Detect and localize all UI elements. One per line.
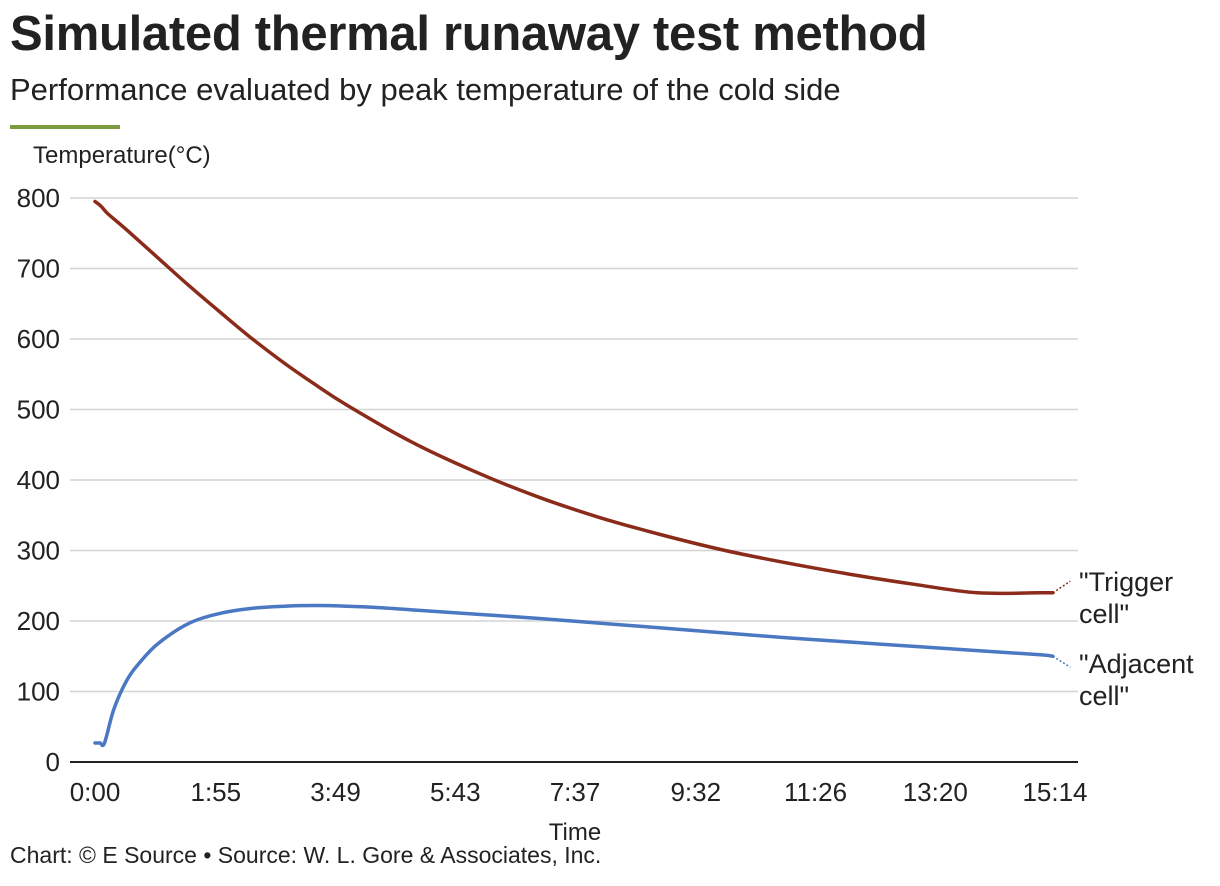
series-line-1 — [93, 603, 1055, 748]
y-tick-0: 0 — [46, 747, 60, 777]
x-tick-0: 0:00 — [70, 777, 121, 807]
series-lines — [93, 199, 1071, 748]
y-tick-700: 700 — [17, 254, 60, 284]
y-tick-300: 300 — [17, 536, 60, 566]
x-tick-5: 9:32 — [670, 777, 721, 807]
y-tick-200: 200 — [17, 606, 60, 636]
chart-subtitle: Performance evaluated by peak temperatur… — [10, 72, 841, 107]
series-labels: "Trigger cell""Adjacent cell" — [1079, 567, 1194, 711]
y-tick-labels: 0 100 200 300 400 500 600 700 800 — [17, 183, 60, 777]
series-label-1: "Adjacent cell" — [1079, 649, 1194, 711]
x-tick-2: 3:49 — [310, 777, 361, 807]
y-tick-500: 500 — [17, 395, 60, 425]
x-tick-labels: 0:00 1:55 3:49 5:43 7:37 9:32 11:26 13:20 15:14 — [70, 777, 1088, 807]
series-line-0 — [93, 199, 1055, 596]
y-tick-600: 600 — [17, 324, 60, 354]
chart-title: Simulated thermal runaway test method — [10, 7, 928, 61]
series-label-0: "Trigger cell" — [1079, 567, 1173, 629]
x-tick-3: 5:43 — [430, 777, 481, 807]
x-axis-label: Time — [549, 819, 601, 846]
y-axis-label: Temperature(°C) — [33, 142, 211, 169]
series-label-1-line-1: cell" — [1079, 681, 1129, 711]
x-tick-8: 15:14 — [1022, 777, 1087, 807]
y-tick-400: 400 — [17, 465, 60, 495]
y-tick-100: 100 — [17, 677, 60, 707]
source-credit: Chart: © E Source • Source: W. L. Gore &… — [10, 842, 602, 868]
gridlines — [70, 197, 1078, 693]
x-tick-6: 11:26 — [784, 777, 847, 807]
accent-bar — [10, 125, 120, 129]
x-tick-7: 13:20 — [903, 777, 968, 807]
series-leader-0 — [1052, 580, 1071, 594]
series-label-0-line-0: "Trigger — [1079, 567, 1173, 597]
x-tick-4: 7:37 — [550, 777, 601, 807]
x-tick-1: 1:55 — [190, 777, 241, 807]
y-tick-800: 800 — [17, 183, 60, 213]
series-label-0-line-1: cell" — [1079, 599, 1129, 629]
series-label-1-line-0: "Adjacent — [1079, 649, 1194, 679]
series-leader-1 — [1052, 655, 1071, 668]
